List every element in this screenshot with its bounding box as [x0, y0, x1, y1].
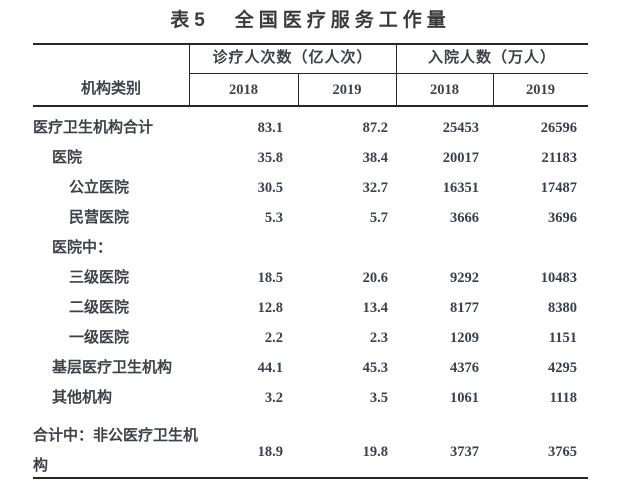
table-title-number: 表5	[170, 10, 210, 31]
cell-value: 8380	[548, 300, 577, 316]
row-label: 医疗卫生机构合计	[33, 120, 154, 136]
cell-value: 83.1	[257, 120, 283, 136]
cell-value: 3.5	[369, 390, 388, 406]
cell-value: 13.4	[362, 300, 388, 316]
cell-value: 3737	[450, 444, 479, 460]
cell-value: 2.3	[369, 330, 388, 346]
cell-value: 4376	[450, 360, 479, 376]
cell-value: 1118	[549, 390, 577, 406]
table-row: 三级医院 18.5 20.6 9292 10483	[33, 263, 588, 293]
cell-value: 1061	[450, 390, 479, 406]
row-label: 二级医院	[69, 300, 130, 316]
header-divider	[396, 43, 397, 107]
row-label: 基层医疗卫生机构	[52, 360, 173, 376]
cell-value: 5.3	[264, 210, 283, 226]
cell-value: 26596	[540, 120, 577, 136]
table-row: 一级医院 2.2 2.3 1209 1151	[33, 323, 588, 353]
header-group-underline	[189, 73, 588, 74]
table-title-text: 全国医疗服务工作量	[234, 10, 451, 31]
row-label: 医院中：	[52, 240, 113, 256]
cell-value: 35.8	[257, 150, 283, 166]
row-label: 民营医院	[69, 210, 130, 226]
table-row: 医疗卫生机构合计 83.1 87.2 25453 26596	[33, 113, 588, 143]
cell-value: 18.5	[257, 270, 283, 286]
column-group-visits: 诊疗人次数（亿人次）	[212, 50, 373, 66]
table-row: 医院 35.8 38.4 20017 21183	[33, 143, 588, 173]
table-row: 基层医疗卫生机构 44.1 45.3 4376 4295	[33, 353, 588, 383]
column-header-year: 2019	[526, 82, 555, 98]
cell-value: 32.7	[362, 180, 388, 196]
cell-value: 16351	[442, 180, 479, 196]
table-row: 公立医院 30.5 32.7 16351 17487	[33, 173, 588, 203]
cell-value: 38.4	[362, 150, 388, 166]
cell-value: 3696	[548, 210, 577, 226]
row-label: 公立医院	[69, 180, 130, 196]
cell-value: 1209	[450, 330, 479, 346]
cell-value: 3765	[548, 444, 577, 460]
row-label: 合计中：非公医疗卫生机构	[33, 428, 199, 474]
header-bottom-rule	[33, 105, 588, 107]
column-header-year: 2018	[430, 82, 459, 98]
cell-value: 3.2	[264, 390, 283, 406]
cell-value: 17487	[540, 180, 577, 196]
cell-value: 30.5	[257, 180, 283, 196]
table-top-rule	[33, 43, 588, 45]
cell-value: 5.7	[369, 210, 388, 226]
header-divider	[493, 73, 494, 107]
cell-value: 25453	[442, 120, 479, 136]
table-row: 民营医院 5.3 5.7 3666 3696	[33, 203, 588, 233]
cell-value: 44.1	[257, 360, 283, 376]
row-label: 一级医院	[69, 330, 130, 346]
table-row: 医院中：	[33, 233, 588, 263]
cell-value: 45.3	[362, 360, 388, 376]
table-body: 医疗卫生机构合计 83.1 87.2 25453 26596 医院 35.8 38.4 2001…	[33, 107, 588, 475]
column-header-category: 机构类别	[80, 81, 141, 97]
cell-value: 87.2	[362, 120, 388, 136]
cell-value: 1151	[548, 330, 577, 346]
table-bottom-rule	[33, 477, 588, 479]
row-label: 三级医院	[69, 270, 130, 286]
cell-value: 19.8	[362, 444, 388, 460]
cell-value: 10483	[540, 270, 577, 286]
table-row: 二级医院 12.8 13.4 8177 8380	[33, 293, 588, 323]
cell-value: 12.8	[257, 300, 283, 316]
column-group-admissions: 入院人数（万人）	[427, 50, 556, 66]
cell-value: 4295	[548, 360, 577, 376]
cell-value: 21183	[541, 150, 577, 166]
column-header-year: 2019	[332, 82, 362, 98]
cell-value: 8177	[450, 300, 479, 316]
table-row: 合计中：非公医疗卫生机构 18.9 19.8 3737 3765	[33, 413, 588, 475]
header-divider	[298, 73, 299, 107]
column-header-year: 2018	[229, 82, 258, 98]
table-row: 其他机构 3.2 3.5 1061 1118	[33, 383, 588, 413]
statistics-table: 机构类别 诊疗人次数（亿人次） 入院人数（万人） 2018 2019 2018 …	[33, 43, 588, 480]
cell-value: 9292	[450, 270, 479, 286]
row-label: 其他机构	[52, 390, 113, 406]
header-divider	[189, 43, 190, 107]
cell-value: 2.2	[264, 330, 283, 346]
cell-value: 18.9	[257, 444, 283, 460]
cell-value: 3666	[450, 210, 479, 226]
table-title: 表5 全国医疗服务工作量	[33, 6, 588, 36]
row-label: 医院	[52, 150, 83, 166]
cell-value: 20.6	[362, 270, 388, 286]
cell-value: 20017	[442, 150, 479, 166]
